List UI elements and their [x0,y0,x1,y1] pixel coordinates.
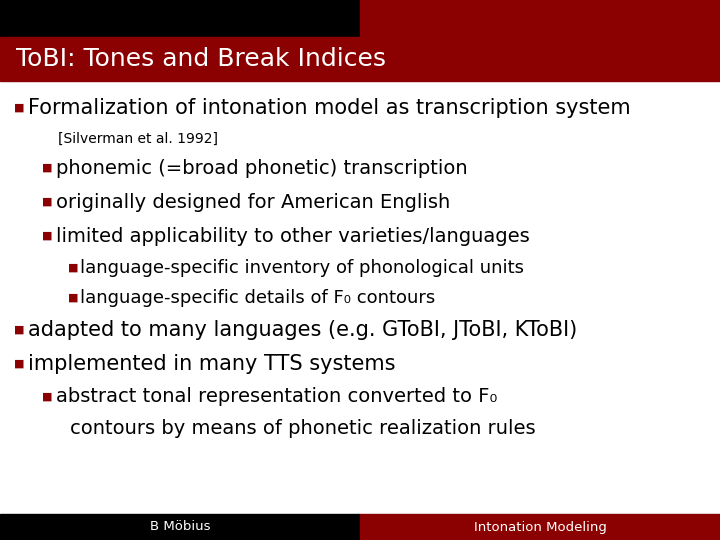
Text: ■: ■ [42,392,53,402]
Text: B Möbius: B Möbius [150,521,210,534]
Text: ■: ■ [42,197,53,207]
Text: originally designed for American English: originally designed for American English [56,192,450,212]
Text: adapted to many languages (e.g. GToBI, JToBI, KToBI): adapted to many languages (e.g. GToBI, J… [28,320,577,340]
Text: phonemic (=broad phonetic) transcription: phonemic (=broad phonetic) transcription [56,159,467,178]
Bar [360,514,720,540]
Bar [0,514,360,540]
Text: ToBI: Tones and Break Indices: ToBI: Tones and Break Indices [16,47,386,71]
Text: language-specific inventory of phonological units: language-specific inventory of phonologi… [80,259,524,277]
Text: [Silverman et al. 1992]: [Silverman et al. 1992] [58,132,218,146]
Text: ■: ■ [68,263,78,273]
Bar [360,0,720,37]
Text: limited applicability to other varieties/languages: limited applicability to other varieties… [56,226,530,246]
Text: implemented in many TTS systems: implemented in many TTS systems [28,354,395,374]
Text: Formalization of intonation model as transcription system: Formalization of intonation model as tra… [28,98,631,118]
Text: ■: ■ [68,293,78,303]
Text: ■: ■ [42,231,53,241]
Text: ■: ■ [14,359,24,369]
Text: ■: ■ [14,103,24,113]
Bar [0,37,720,81]
Text: contours by means of phonetic realization rules: contours by means of phonetic realizatio… [70,420,536,438]
Text: ■: ■ [14,325,24,335]
Text: abstract tonal representation converted to F₀: abstract tonal representation converted … [56,388,498,407]
Bar [0,0,360,37]
Text: language-specific details of F₀ contours: language-specific details of F₀ contours [80,289,436,307]
Text: ■: ■ [42,163,53,173]
Text: Intonation Modeling: Intonation Modeling [474,521,606,534]
